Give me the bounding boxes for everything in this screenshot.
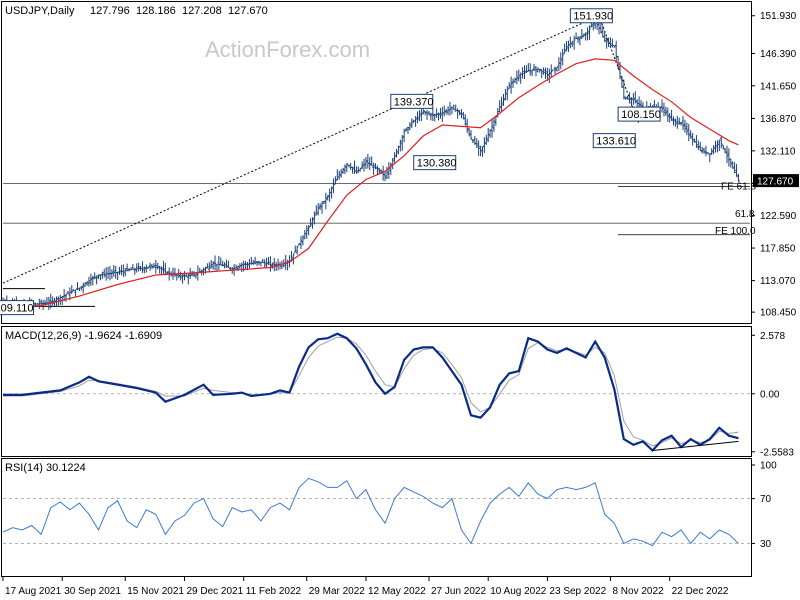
annotation-label: 133.610	[596, 136, 636, 148]
macd-y-tick-label: -2.5583	[760, 447, 794, 458]
moving-average-line	[2, 58, 739, 307]
macd-trend-line	[652, 440, 739, 451]
x-tick-label: 23 Sep 2022	[549, 586, 606, 597]
price-y-tick-label: 113.070	[760, 276, 796, 287]
ohlc-open: 127.796	[90, 5, 130, 17]
price-y-tick-label: 132.110	[760, 146, 796, 157]
annotation-box	[592, 133, 636, 149]
rsi-plot	[2, 477, 750, 547]
price-y-tick-label: 141.650	[760, 81, 797, 92]
price-y-tick-label: 136.870	[760, 114, 797, 125]
x-tick-label: 17 Aug 2021	[5, 586, 62, 597]
x-tick-label: 10 Aug 2022	[490, 586, 547, 597]
ohlc-low: 127.208	[182, 5, 222, 17]
macd-plot	[3, 332, 750, 453]
annotation-label: 151.930	[573, 11, 613, 23]
annotation-label: 130.380	[417, 158, 457, 170]
price-y-tick-label: 117.850	[760, 244, 796, 255]
swing-line	[598, 15, 640, 125]
annotation-label: 139.370	[394, 96, 434, 108]
annotation-label: 108.150	[621, 109, 661, 121]
price-panel	[1, 1, 752, 324]
rsi-y-tick-label: 70	[760, 494, 772, 505]
x-tick-label: 30 Sep 2021	[64, 586, 121, 597]
macd-signal-line	[3, 336, 739, 447]
x-tick-label: 27 Jun 2022	[431, 586, 486, 597]
level-label: FE 61.8	[721, 182, 756, 193]
x-tick-label: 15 Nov 2021	[127, 586, 184, 597]
macd-y-tick-label: 0.00	[760, 389, 780, 400]
x-tick-label: 12 May 2022	[368, 586, 426, 597]
last-price-box	[753, 174, 799, 188]
rsi-line	[2, 477, 739, 547]
rsi-y-tick-label: 100	[760, 461, 777, 472]
level-label: 61.8	[735, 209, 755, 220]
price-plot: 151.930 139.370 130.380 108.150 133.610 109.1…	[0, 8, 756, 316]
price-y-tick-label: 151.930	[760, 11, 797, 22]
annotation-box	[0, 300, 35, 316]
x-tick-label: 8 Nov 2022	[612, 586, 664, 597]
rsi-panel	[1, 458, 752, 577]
annotation-box	[390, 93, 434, 109]
x-tick-label: 22 Dec 2022	[672, 586, 729, 597]
ohlc-high: 128.186	[136, 5, 176, 17]
x-tick-label: 29 Dec 2021	[186, 586, 243, 597]
last-price-label: 127.670	[757, 177, 794, 188]
annotation-box	[569, 8, 613, 24]
price-y-tick-label: 146.390	[760, 49, 797, 60]
level-label: FE 100.0	[715, 226, 756, 237]
macd-line	[3, 332, 739, 453]
price-title: USDJPY,Daily	[5, 5, 75, 17]
ohlc-bars	[1, 15, 740, 313]
macd-title: MACD(12,26,9) -1.9624 -1.6909	[5, 330, 162, 342]
price-y-tick-label: 108.450	[760, 308, 797, 319]
ohlc-header: 127.796 128.186 127.208 127.670	[90, 5, 268, 17]
annotation-box	[617, 106, 661, 122]
ohlc-close: 127.670	[228, 5, 268, 17]
annotation-box	[413, 155, 457, 171]
macd-panel	[1, 326, 752, 457]
trend-line	[2, 15, 600, 284]
axes: 151.930146.390141.650136.870132.110127.3…	[2, 11, 799, 597]
macd-y-tick-label: 2.578	[760, 331, 785, 342]
x-tick-label: 29 Mar 2022	[309, 586, 366, 597]
watermark: ActionForex.com	[205, 37, 370, 62]
rsi-title: RSI(14) 30.1224	[5, 462, 86, 474]
x-tick-label: 11 Feb 2022	[246, 586, 302, 597]
price-y-tick-label: 122.590	[760, 211, 797, 222]
rsi-y-tick-label: 30	[760, 539, 772, 550]
annotation-label: 109.110	[0, 303, 34, 315]
